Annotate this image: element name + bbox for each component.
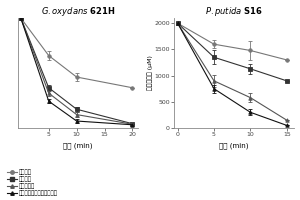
X-axis label: 时间 (min): 时间 (min) bbox=[63, 143, 93, 149]
Title: $\it{P.putida}$ S16: $\it{P.putida}$ S16 bbox=[205, 5, 263, 18]
Legend: 灞活细胞, 游离细胞, 固定化细胞, 加入纳米额粒的固定化细胞: 灞活细胞, 游离细胞, 固定化细胞, 加入纳米额粒的固定化细胞 bbox=[6, 168, 59, 197]
Title: $\it{G.oxydans}$ 621H: $\it{G.oxydans}$ 621H bbox=[41, 5, 115, 18]
X-axis label: 时间 (min): 时间 (min) bbox=[219, 143, 249, 149]
Y-axis label: 硫化物浓度 (μM): 硫化物浓度 (μM) bbox=[147, 56, 153, 90]
